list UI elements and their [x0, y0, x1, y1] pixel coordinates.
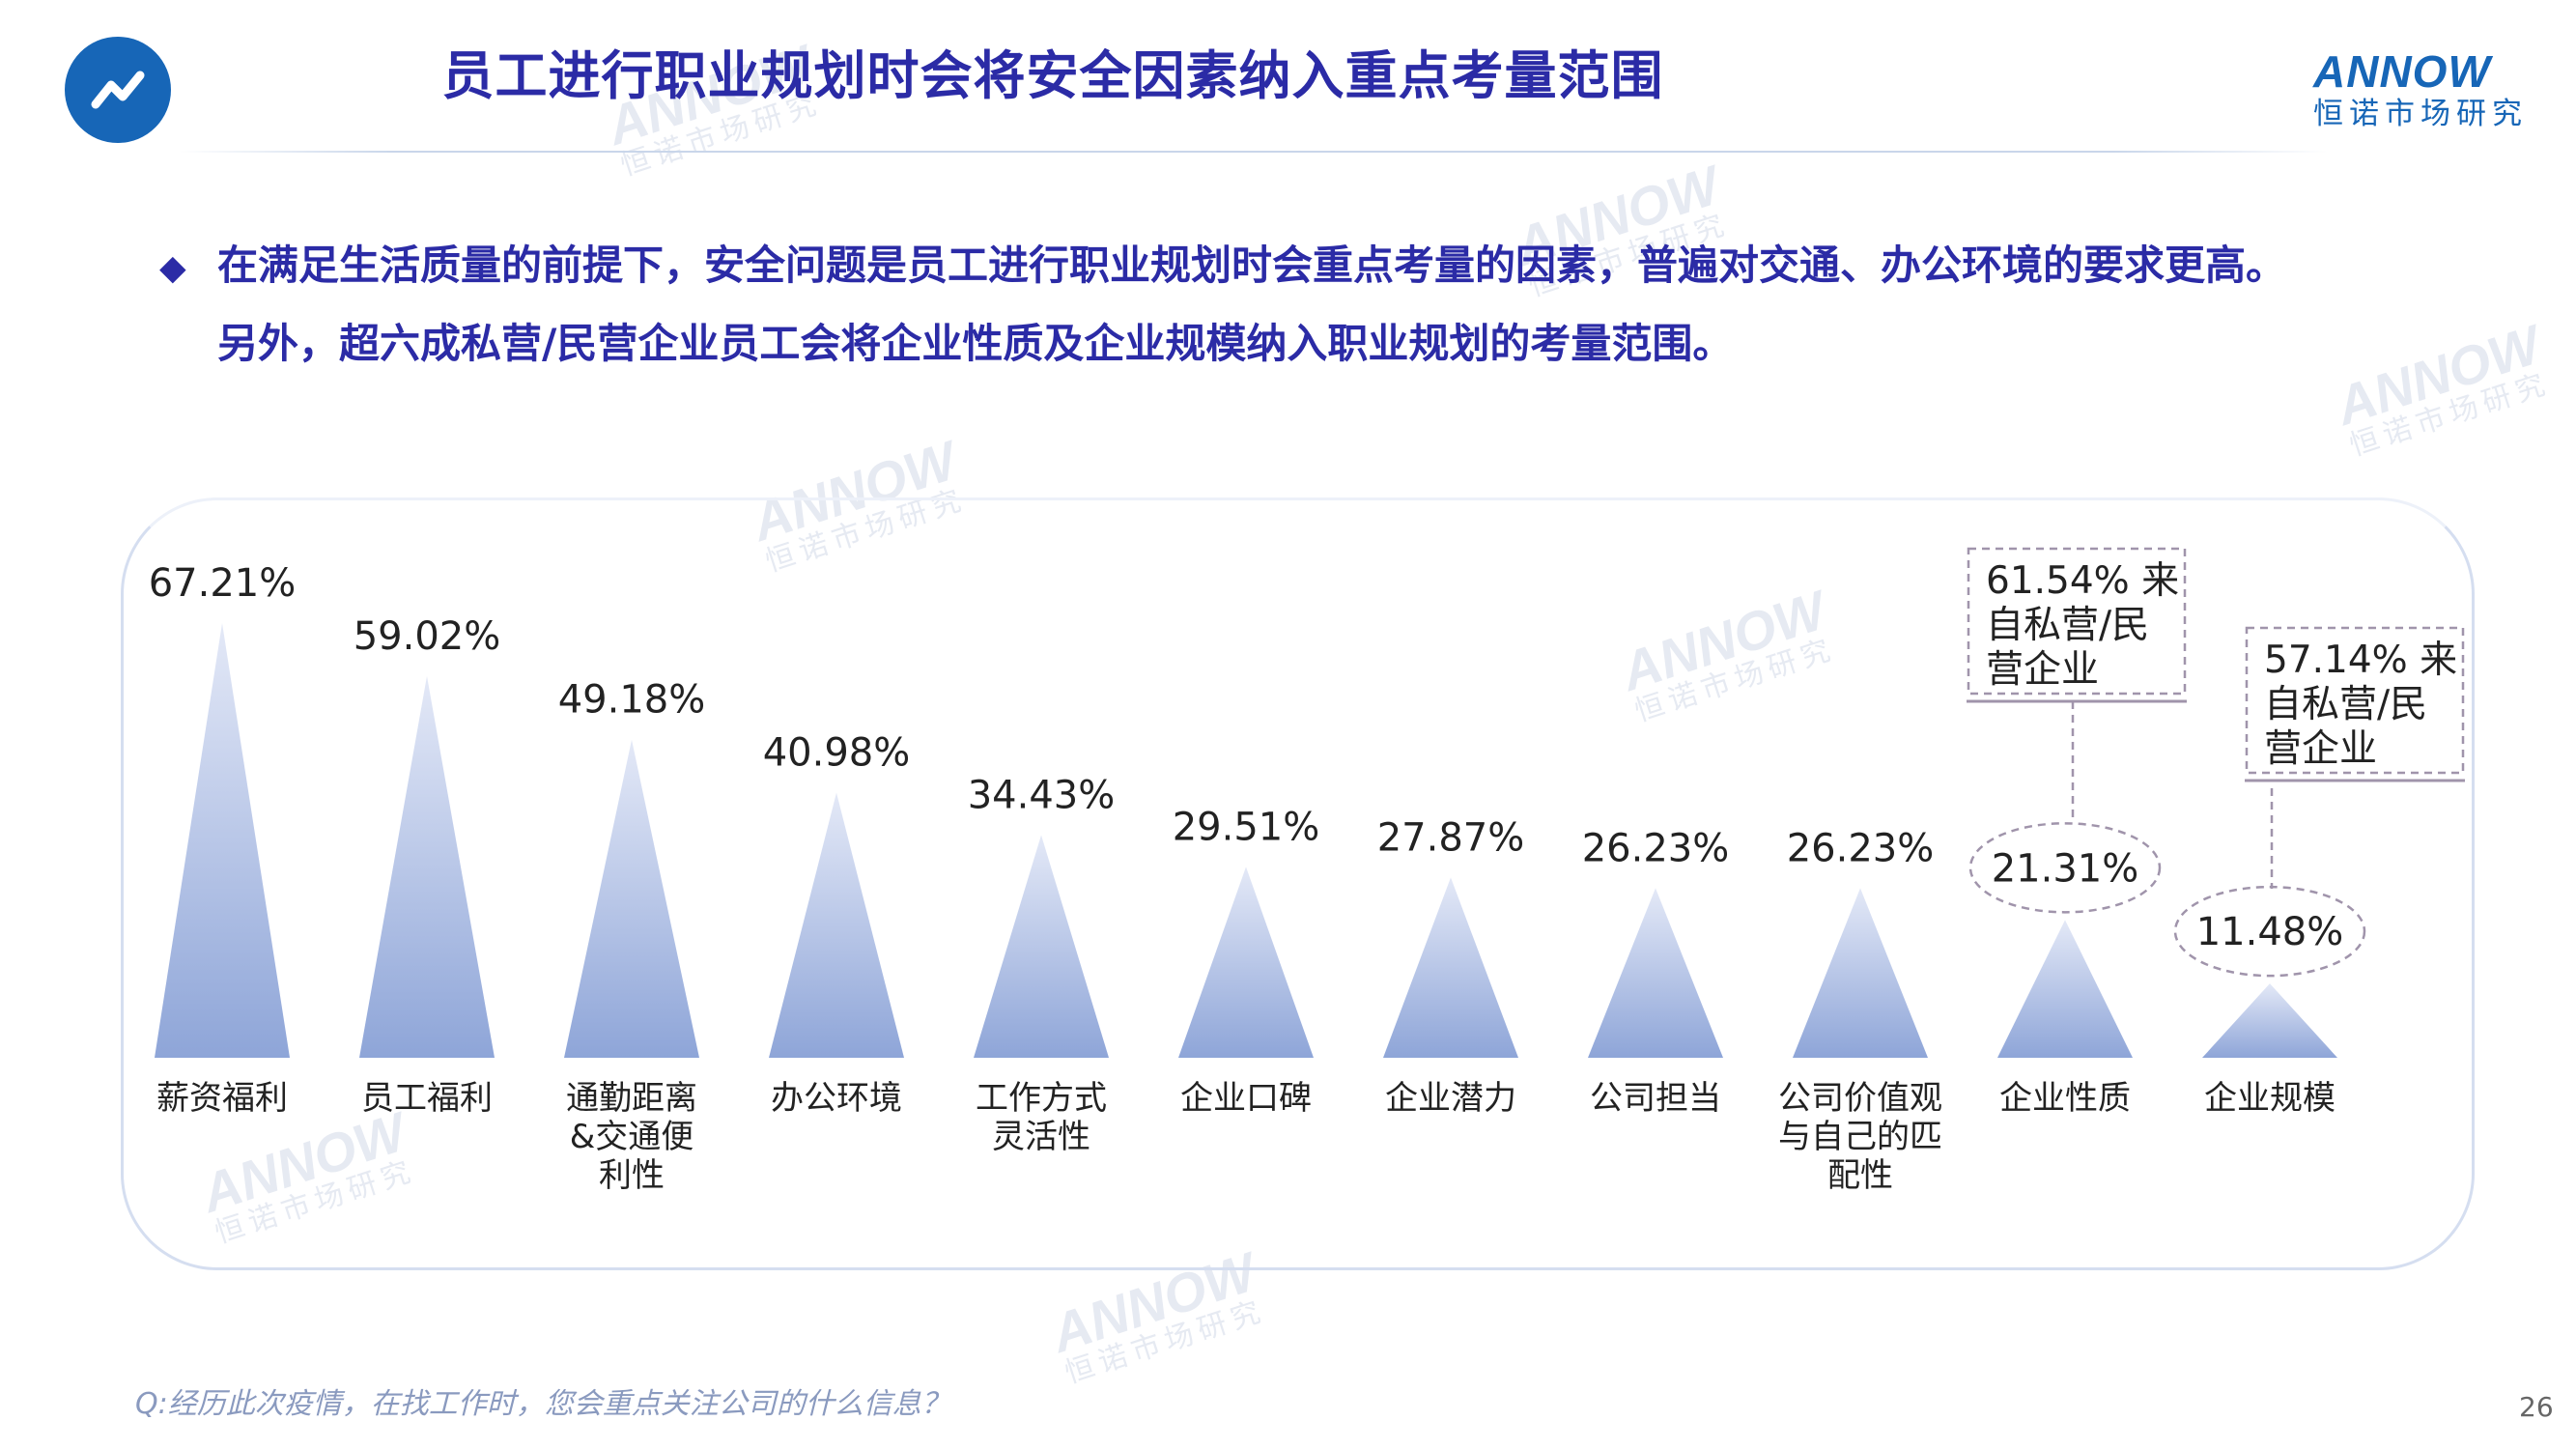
category-label: 企业潜力 [1385, 1079, 1516, 1118]
summary-line-2: 另外，超六成私营/民营企业员工会将企业性质及企业规模纳入职业规划的考量范围。 [217, 320, 1734, 367]
category-label: 工作方式 [976, 1079, 1107, 1118]
brand-logo: ANNOW 恒诺市场研究 [2313, 46, 2545, 131]
bar-triangle [769, 792, 904, 1058]
value-label: 26.23% [1787, 826, 1935, 870]
category-label: 公司担当 [1590, 1079, 1721, 1118]
bar-triangle [155, 623, 290, 1058]
summary-line-1: 在满足生活质量的前提下，安全问题是员工进行职业规划时会重点考量的因素，普遍对交通… [217, 242, 2287, 289]
value-callout-circle [2173, 885, 2366, 978]
annotation-box [1967, 547, 2187, 696]
annotation-text: 自私营/民 [2264, 683, 2427, 726]
category-label: 企业性质 [1999, 1079, 2131, 1118]
category-label: 配性 [1827, 1156, 1893, 1195]
trend-logo [65, 37, 171, 143]
value-label: 34.43% [968, 773, 1116, 817]
bar-triangle [564, 739, 699, 1058]
annotation-text: 61.54% 来 [1986, 559, 2179, 603]
bar-triangle [2202, 983, 2337, 1058]
category-label: 薪资福利 [156, 1079, 288, 1118]
value-label: 21.31% [1992, 846, 2139, 891]
bar-triangle [974, 835, 1109, 1058]
category-label: 灵活性 [992, 1118, 1090, 1156]
page-title: 员工进行职业规划时会将安全因素纳入重点考量范围 [441, 45, 1664, 106]
value-label: 27.87% [1377, 815, 1525, 860]
category-label: 企业规模 [2204, 1079, 2335, 1118]
trend-line-icon [91, 71, 145, 109]
survey-question: Q:经历此次疫情，在找工作时，您会重点关注公司的什么信息？ [135, 1387, 950, 1421]
value-label: 29.51% [1173, 805, 1320, 849]
category-label: 员工福利 [361, 1079, 493, 1118]
brand-subtitle: 恒诺市场研究 [2313, 97, 2528, 131]
category-label: &交通便 [570, 1118, 694, 1156]
value-label: 59.02% [354, 614, 501, 659]
value-label: 26.23% [1582, 826, 1730, 870]
bar-triangle [1997, 920, 2133, 1058]
bar-triangle [1793, 888, 1928, 1058]
category-label: 公司价值观 [1778, 1079, 1942, 1118]
annotation-text: 57.14% 来 [2264, 639, 2457, 682]
annotation-text: 营企业 [2264, 727, 2377, 771]
category-label: 通勤距离 [566, 1079, 697, 1118]
value-label: 49.18% [558, 678, 706, 723]
category-label: 与自己的匹 [1778, 1118, 1942, 1156]
annotation-text: 营企业 [1986, 648, 2099, 692]
bar-triangle [1383, 877, 1518, 1058]
bar-triangle [1178, 867, 1314, 1058]
value-label: 40.98% [763, 731, 911, 776]
value-label: 67.21% [149, 561, 297, 606]
category-label: 办公环境 [771, 1079, 902, 1118]
bar-triangle [1588, 888, 1723, 1058]
annotation-box [2245, 626, 2465, 775]
page-number: 26 [2519, 1391, 2554, 1423]
bar-triangle [359, 675, 495, 1058]
value-label: 11.48% [2196, 910, 2344, 954]
category-label: 利性 [599, 1156, 665, 1195]
diamond-bullet-icon: ◆ [159, 248, 186, 288]
chart-panel [121, 497, 2475, 1270]
brand-name: ANNOW [2313, 46, 2491, 97]
summary-bullet: ◆ 在满足生活质量的前提下，安全问题是员工进行职业规划时会重点考量的因素，普遍对交… [159, 228, 2477, 382]
title-divider [179, 151, 2328, 153]
value-callout-circle [1968, 822, 2162, 914]
category-label: 企业口碑 [1180, 1079, 1312, 1118]
annotation-text: 自私营/民 [1986, 604, 2149, 647]
